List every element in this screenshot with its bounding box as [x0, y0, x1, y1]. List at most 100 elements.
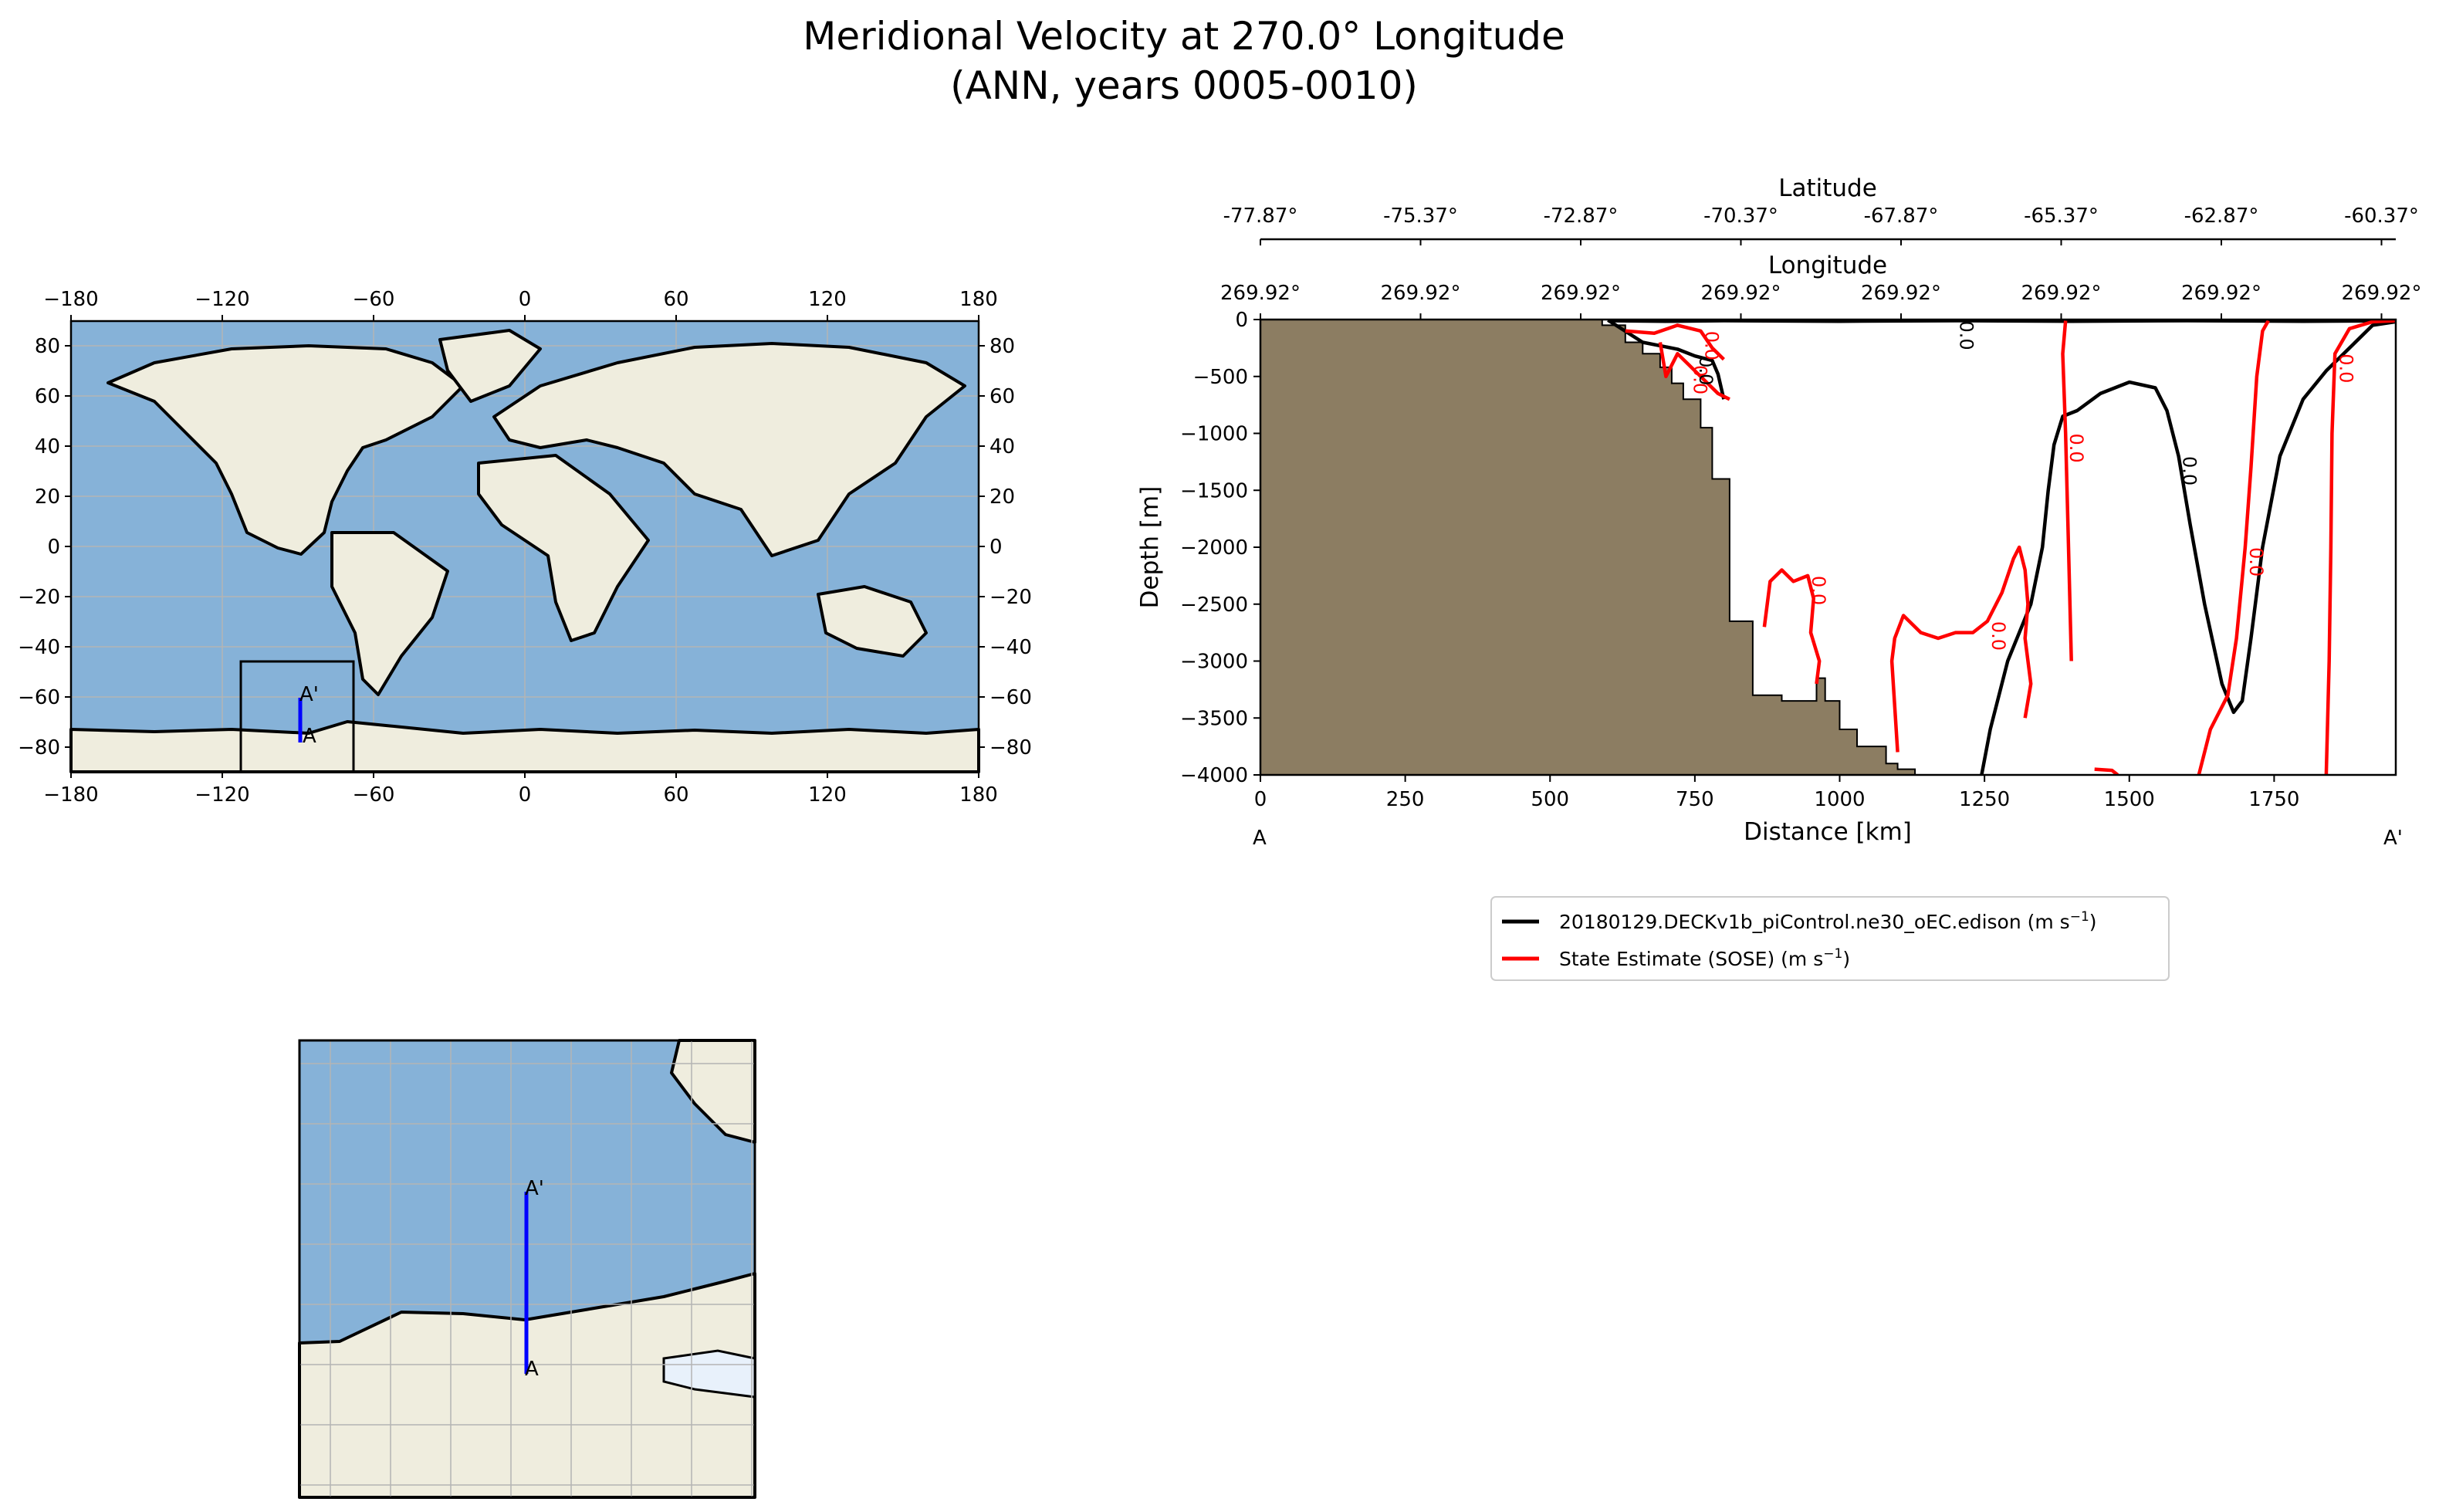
legend: 20180129.DECKv1b_piControl.ne30_oEC.edis… [1490, 896, 2170, 981]
obs-contour-label: 0.0 [2335, 353, 2356, 383]
section-ytick-label: −3000 [1180, 651, 1248, 674]
legend-label-obs-close: ) [1842, 948, 1850, 970]
inset-map: A' A [298, 1039, 756, 1499]
section-xtick-label: 250 [1386, 788, 1425, 811]
obs-contour-label: 0.0 [1808, 576, 1829, 605]
figure-title-line1: Meridional Velocity at 270.0° Longitude [803, 14, 1565, 59]
section-xlabel: Distance [km] [1744, 818, 1912, 846]
global-map-point-start: A [303, 725, 316, 748]
top-axis-longitude-tick-label: 269.92° [1541, 282, 1621, 305]
legend-label-obs-sup: −1 [1823, 946, 1842, 962]
section-xtick-label: 0 [1254, 788, 1267, 811]
section-ytick-label: −1000 [1180, 423, 1248, 446]
legend-label-obs: State Estimate (SOSE) (m s−1) [1559, 946, 1850, 970]
model-contour-label: 0.0 [2179, 456, 2201, 485]
continent-south-america [330, 531, 449, 696]
global-map-ytick-label-left: −60 [18, 686, 60, 709]
section-xtick-label: 1500 [2104, 788, 2155, 811]
section-xtick-label: 750 [1676, 788, 1714, 811]
top-axis-latitude-tick-label: -72.87° [1544, 205, 1619, 228]
continent-antarctica [69, 720, 980, 773]
model-contour-line [1607, 320, 1726, 400]
section-ytick-label: −4000 [1180, 764, 1248, 787]
model-contour-line [1608, 320, 2396, 323]
global-map-xtick-label-bottom: 0 [519, 783, 532, 807]
global-map-point-end: A' [299, 683, 319, 706]
global-map-xtick-label-bottom: 60 [663, 783, 688, 807]
model-contour-label: 0.0 [1695, 356, 1717, 385]
global-map-xtick-label-top: −120 [195, 288, 249, 311]
global-map-xtick-label-top: −60 [353, 288, 395, 311]
section-xtick-label: 1000 [1814, 788, 1865, 811]
section-ytick-label: −1500 [1180, 479, 1248, 502]
global-map-ytick-label-left: −20 [18, 586, 60, 609]
section-ytick-label: −2000 [1180, 536, 1248, 560]
continent-africa [477, 454, 650, 642]
top-axis-longitude-tick-label: 269.92° [1381, 282, 1461, 305]
seabed-polygon [1260, 320, 1916, 775]
figure-title-line2: (ANN, years 0005-0010) [950, 63, 1418, 108]
global-map-ytick-label-right: −80 [989, 736, 1032, 759]
global-map-xtick-label-top: 180 [959, 288, 998, 311]
global-map-ytick-label-right: 0 [989, 536, 1003, 559]
legend-label-model-main: 20180129.DECKv1b_piControl.ne30_oEC.edis… [1559, 911, 2070, 933]
top-axis-latitude-label: Latitude [1778, 174, 1877, 202]
global-map-ytick-label-left: 0 [47, 536, 60, 559]
global-map: A A' −180 −180 −120 −120 −60 −60 0 0 60 60 120 120 1… [18, 288, 1032, 807]
continent-greenland [438, 329, 542, 403]
global-map-ytick-label-right: −60 [989, 686, 1032, 709]
continent-north-america [107, 344, 465, 556]
global-map-ytick-label-right: 40 [989, 435, 1015, 458]
section-end-label: A' [2383, 827, 2403, 850]
top-axis-latitude-tick-label: -77.87° [1223, 205, 1298, 228]
global-map-ytick-label-left: 60 [35, 385, 60, 408]
continent-australia [817, 585, 928, 658]
global-map-ytick-label-right: −40 [989, 636, 1032, 659]
global-map-ytick-label-left: 80 [35, 335, 60, 358]
section-plot: 0 250 500 750 1000 1250 1500 1750 0 −500 −1000 −150… [1136, 174, 2421, 850]
obs-contour-line [2197, 320, 2270, 775]
continent-eurasia [492, 342, 966, 557]
global-map-ytick-label-right: 80 [989, 335, 1015, 358]
global-map-xtick-label-bottom: 180 [959, 783, 998, 807]
global-map-ytick-label-left: −40 [18, 636, 60, 659]
top-axis-latitude-tick-label: -70.37° [1703, 205, 1778, 228]
obs-contour-line [1889, 545, 2033, 753]
section-xtick-label: 500 [1531, 788, 1569, 811]
global-map-ytick-label-right: 60 [989, 385, 1015, 408]
global-map-ytick-label-left: 20 [35, 485, 60, 509]
inset-map-frame [298, 1039, 756, 1499]
top-axis-latitude-tick-label: -62.87° [2184, 205, 2259, 228]
model-contour-line [1980, 320, 2396, 775]
section-ytick-label: −500 [1193, 366, 1248, 389]
top-axis-latitude-tick-label: -65.37° [2024, 205, 2099, 228]
obs-contour-line [1762, 568, 1822, 685]
contour-labels: 0.00.00.00.00.00.00.00.00.00.0 [1689, 321, 2356, 651]
global-map-ytick-label-right: −20 [989, 586, 1032, 609]
obs-contour-label: 0.0 [1689, 365, 1710, 394]
top-axis-longitude-tick-label: 269.92° [1701, 282, 1781, 305]
global-map-xtick-label-top: −180 [43, 288, 98, 311]
global-map-ytick-label-right: 20 [989, 485, 1015, 509]
top-axis-longitude-tick-label: 269.92° [2021, 282, 2102, 305]
section-xtick-label: 1750 [2248, 788, 2299, 811]
global-map-xtick-label-bottom: −60 [353, 783, 395, 807]
obs-contour-line [2094, 767, 2119, 775]
top-axis-latitude-tick-label: -67.87° [1864, 205, 1939, 228]
top-axis-longitude-tick-label: 269.92° [2181, 282, 2261, 305]
section-xtick-label: 1250 [1959, 788, 2010, 811]
obs-contour-label: 0.0 [2065, 434, 2087, 463]
section-ytick-label: 0 [1235, 309, 1248, 332]
obs-contour-label: 0.0 [1700, 331, 1722, 360]
global-map-xtick-label-bottom: −180 [43, 783, 98, 807]
top-axis-longitude-tick-label: 269.92° [1861, 282, 1941, 305]
obs-contour-label: 0.0 [2245, 547, 2267, 577]
legend-frame [1490, 896, 2170, 981]
top-axis-longitude-tick-label: 269.92° [1220, 282, 1301, 305]
legend-label-model-close: ) [2089, 911, 2097, 933]
top-axis-latitude-tick-label: -75.37° [1383, 205, 1458, 228]
contour-lines [1607, 320, 2396, 775]
legend-label-obs-main: State Estimate (SOSE) (m s [1559, 948, 1823, 970]
global-map-ticks: −180 −180 −120 −120 −60 −60 0 0 60 60 120 120 180 180… [18, 288, 1032, 807]
